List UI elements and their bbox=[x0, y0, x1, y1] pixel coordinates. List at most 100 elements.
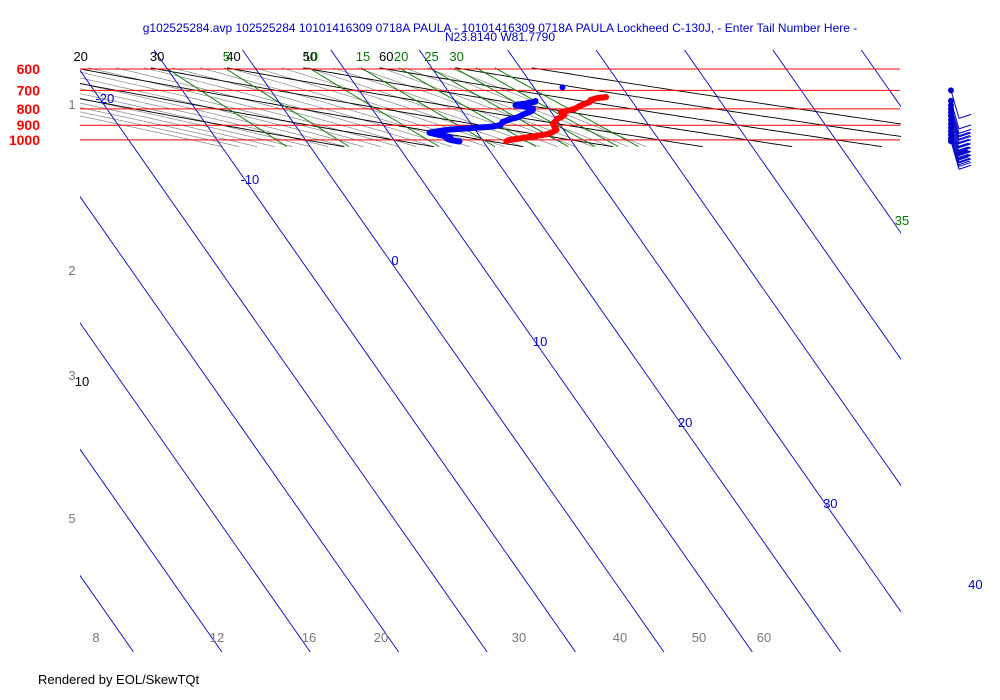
wind-barb-feather bbox=[958, 113, 972, 119]
isotherm-line bbox=[684, 50, 901, 361]
isotherm-line bbox=[595, 50, 901, 487]
dry-adiabat-line bbox=[531, 67, 901, 125]
dry-adiabat-label: 60 bbox=[379, 49, 393, 64]
wind-barb-feather bbox=[956, 146, 969, 152]
wind-barb-feather bbox=[958, 124, 972, 130]
wind-barb-feather bbox=[958, 139, 972, 145]
wind-barb-feather bbox=[957, 154, 970, 160]
isotherm-label: 30 bbox=[823, 496, 837, 511]
wind-barb-feather bbox=[956, 150, 969, 155]
height-km-label: 2 bbox=[68, 263, 75, 278]
pressure-label: 1000 bbox=[9, 132, 40, 148]
pressure-label: 700 bbox=[17, 82, 41, 98]
isotherm-label: 10 bbox=[533, 334, 547, 349]
mixing-ratio-line bbox=[165, 67, 288, 147]
wind-barb-feather bbox=[958, 143, 972, 149]
moist-adiabat-line bbox=[227, 67, 488, 147]
mixing-ratio-label: 10 bbox=[304, 49, 318, 64]
isotherm-line bbox=[418, 50, 842, 652]
isotherm-label: -10 bbox=[241, 172, 260, 187]
bottom-temp-label: 30 bbox=[512, 630, 526, 645]
wind-barb-feather bbox=[958, 147, 972, 153]
isotherm-line bbox=[80, 322, 311, 652]
dry-adiabat-label: 10 bbox=[75, 374, 89, 389]
wind-barb-feather bbox=[958, 164, 972, 170]
moist-adiabat-line bbox=[80, 111, 240, 147]
wind-barb-feather bbox=[957, 146, 970, 152]
dry-adiabat-line bbox=[80, 68, 524, 148]
isotherm-line bbox=[330, 50, 753, 652]
chart-subtitle: N23.8140 W81.7790 bbox=[445, 30, 555, 44]
moist-adiabat-line bbox=[80, 102, 275, 147]
wind-barb-feather bbox=[958, 135, 972, 141]
wind-barb-feather bbox=[956, 138, 969, 144]
wind-barb-feather bbox=[958, 132, 972, 138]
wind-barb-feather bbox=[957, 157, 970, 163]
mixing-ratio-line bbox=[224, 67, 350, 147]
moist-adiabat-line bbox=[87, 67, 399, 147]
wind-barb-feather bbox=[958, 154, 972, 160]
moist-adiabat-line bbox=[427, 67, 629, 147]
dry-adiabat-group bbox=[80, 67, 901, 148]
moist-adiabat-line bbox=[80, 77, 364, 147]
wind-barb-feather bbox=[955, 152, 968, 158]
dry-adiabat-line bbox=[303, 67, 793, 148]
isotherm-line bbox=[80, 69, 488, 652]
dry-adiabat-line bbox=[80, 83, 434, 148]
mixing-ratio-label: 20 bbox=[394, 49, 408, 64]
bottom-temp-label: 8 bbox=[92, 630, 99, 645]
dry-adiabat-label: 30 bbox=[150, 49, 164, 64]
wind-barb-feather bbox=[956, 142, 969, 148]
mixing-ratio-line bbox=[475, 67, 619, 148]
isotherm-label: -20 bbox=[95, 91, 114, 106]
moist-adiabat-line bbox=[80, 107, 258, 147]
wind-barb-feather bbox=[956, 156, 969, 162]
wind-barb-feather bbox=[958, 158, 972, 164]
isotherm-label: 20 bbox=[678, 415, 692, 430]
mixing-ratio-line bbox=[360, 67, 496, 147]
bottom-temp-label: 16 bbox=[302, 630, 316, 645]
wind-barb-feather bbox=[957, 150, 970, 156]
wind-barb-feather bbox=[958, 128, 972, 134]
isotherm-line bbox=[507, 50, 901, 613]
temperature-profile-line bbox=[503, 94, 610, 145]
bottom-temp-label: 40 bbox=[613, 630, 627, 645]
isotherm-line bbox=[80, 448, 223, 652]
dry-adiabat-line bbox=[455, 67, 901, 137]
wind-barb-feather bbox=[957, 131, 970, 137]
dry-adiabat-label: 40 bbox=[226, 49, 240, 64]
moist-adiabat-line bbox=[80, 93, 311, 147]
moist-adiabat-line bbox=[143, 67, 434, 147]
wind-barb-feather bbox=[957, 143, 970, 148]
isotherm-line bbox=[772, 50, 901, 234]
moist-adiabat-line bbox=[172, 67, 452, 147]
bottom-temp-label: 50 bbox=[692, 630, 706, 645]
pressure-label: 900 bbox=[17, 117, 41, 133]
moist-adiabat-line bbox=[80, 98, 293, 147]
mixing-ratio-label: 15 bbox=[356, 49, 370, 64]
dry-adiabat-line bbox=[226, 67, 703, 148]
profile-group bbox=[426, 84, 610, 145]
moist-adiabat-line bbox=[80, 115, 222, 147]
isotherm-line bbox=[153, 50, 576, 652]
mixing-ratio-group bbox=[165, 67, 639, 148]
dry-adiabat-line bbox=[80, 98, 345, 148]
mixing-ratio-line bbox=[308, 67, 440, 148]
wind-barb-group bbox=[948, 87, 972, 170]
isotherm-line bbox=[80, 195, 400, 652]
wind-barb-feather bbox=[957, 134, 970, 140]
wind-barb-feather bbox=[958, 161, 972, 167]
moist-adiabat-line bbox=[307, 67, 541, 147]
wind-barb-feather bbox=[956, 153, 969, 159]
isotherm-label: 0 bbox=[391, 253, 398, 268]
mixing-ratio-line bbox=[494, 67, 639, 148]
wind-barb-feather bbox=[955, 149, 968, 155]
height-km-label: 1 bbox=[68, 97, 75, 112]
height-km-label: 3 bbox=[68, 368, 75, 383]
isotherm-group bbox=[80, 50, 901, 652]
moist-adiabat-line bbox=[80, 71, 381, 147]
isotherm-label: 40 bbox=[968, 577, 982, 592]
footer-credit: Rendered by EOL/SkewTQt bbox=[38, 672, 200, 687]
